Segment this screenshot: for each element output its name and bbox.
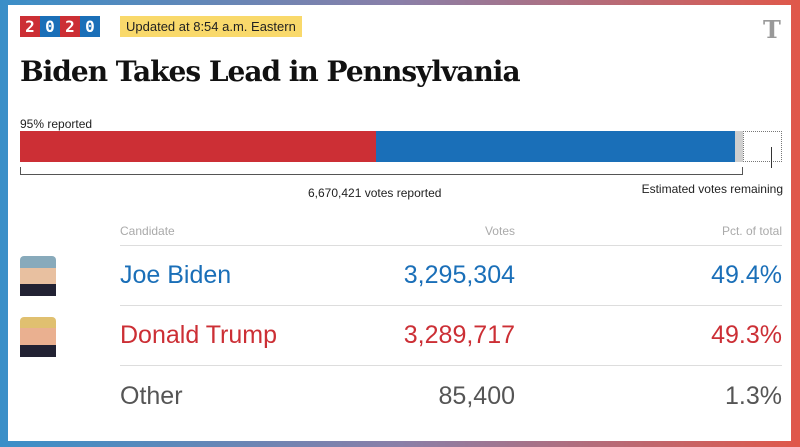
remaining-marker (771, 147, 772, 168)
divider (120, 305, 782, 306)
divider (120, 365, 782, 366)
biden-avatar (20, 256, 56, 296)
divider (120, 245, 782, 246)
candidate-votes: 3,295,304 (403, 261, 515, 289)
estimated-remaining-label: Estimated votes remaining (641, 182, 783, 196)
header-candidate: Candidate (120, 224, 175, 238)
candidate-name: Donald Trump (120, 321, 278, 349)
results-card: 2 0 2 0 Updated at 8:54 a.m. Eastern T B… (8, 5, 791, 441)
year-digit: 2 (20, 16, 40, 37)
candidate-pct: 49.3% (711, 321, 782, 349)
year-digit: 0 (80, 16, 100, 37)
candidate-pct: 49.4% (711, 261, 782, 289)
header-pct: Pct. of total (721, 224, 782, 238)
candidate-name: Other (120, 382, 183, 410)
nyt-logo-icon[interactable]: T (763, 15, 781, 44)
year-digit: 2 (60, 16, 80, 37)
trump-avatar (20, 317, 56, 357)
reported-bracket (20, 167, 743, 175)
header-votes: Votes (484, 224, 515, 238)
remaining-bar-segment (743, 131, 782, 162)
page-title: Biden Takes Lead in Pennsylvania (20, 55, 521, 88)
trump-bar-segment (20, 131, 376, 162)
candidate-votes: 3,289,717 (403, 321, 515, 349)
candidate-votes: 85,400 (438, 382, 515, 410)
votes-reported: 6,670,421 votes reported (308, 186, 442, 200)
year-badge: 2 0 2 0 (20, 16, 100, 37)
biden-bar-segment (376, 131, 735, 162)
reported-label: 95% reported (20, 117, 93, 131)
candidate-pct: 1.3% (725, 382, 782, 410)
year-digit: 0 (40, 16, 60, 37)
updated-badge: Updated at 8:54 a.m. Eastern (120, 16, 302, 37)
other-bar-segment (735, 131, 743, 162)
candidate-name: Joe Biden (120, 261, 232, 289)
